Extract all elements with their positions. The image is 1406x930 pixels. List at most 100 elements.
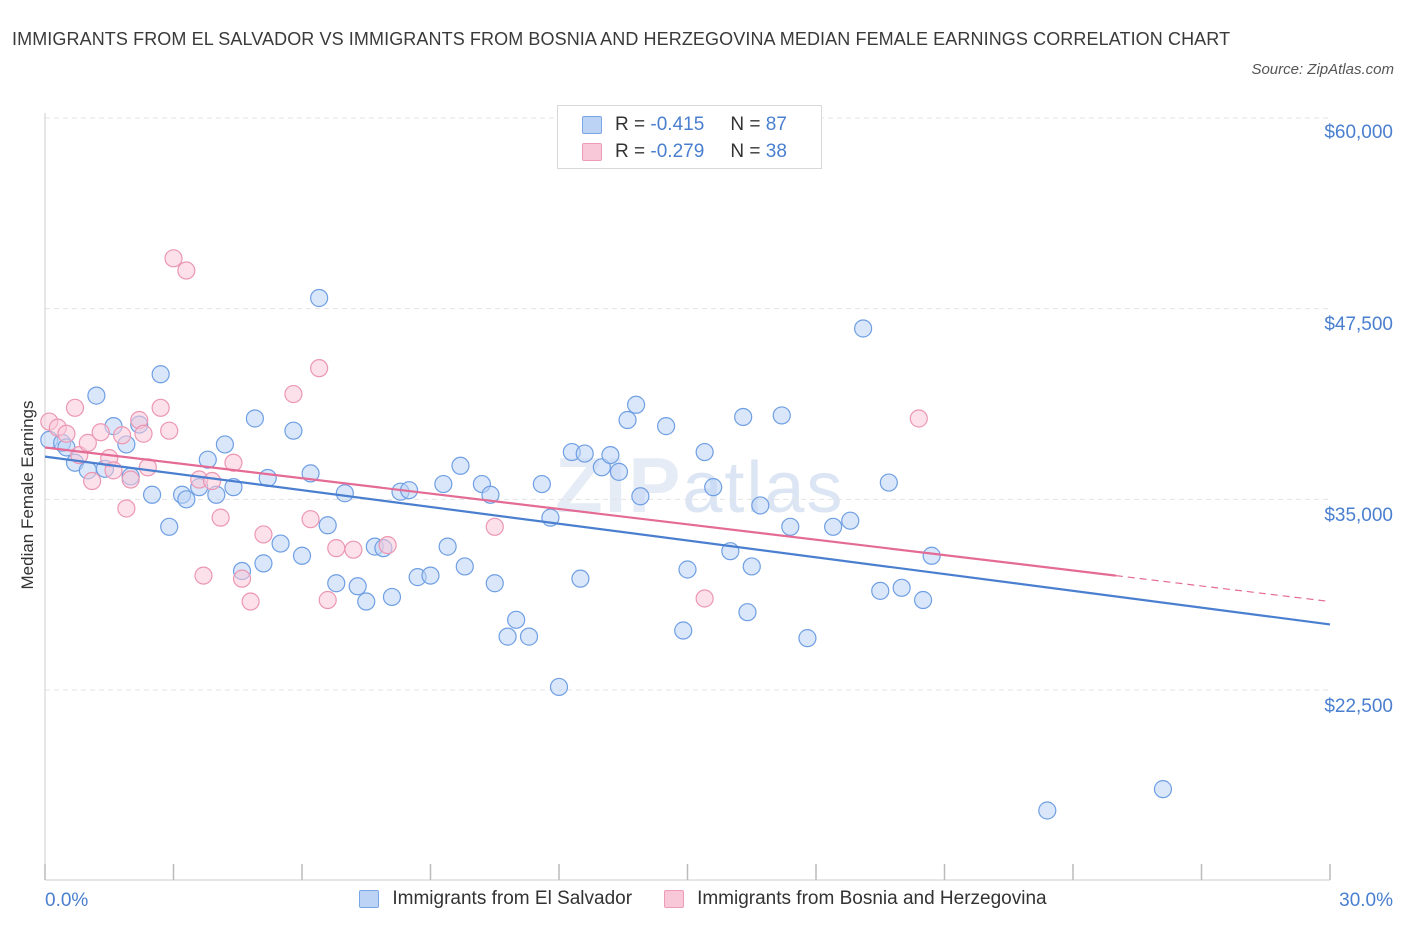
data-point (618, 410, 637, 430)
data-point (1038, 801, 1057, 820)
data-point (245, 409, 264, 428)
data-point (142, 485, 162, 504)
data-point (532, 474, 551, 494)
data-point (481, 485, 500, 504)
data-point (198, 450, 217, 469)
data-point (519, 627, 539, 646)
data-point (87, 386, 106, 405)
data-point (734, 407, 753, 427)
data-point (65, 398, 85, 417)
data-point (164, 249, 183, 268)
r-value: -0.415 (650, 114, 705, 135)
legend-swatch-pink (582, 143, 602, 161)
data-point (575, 444, 594, 463)
data-point (909, 409, 928, 428)
data-point (215, 435, 234, 454)
data-point (824, 517, 843, 536)
data-point (871, 581, 890, 600)
data-point (335, 484, 354, 503)
trend-line (44, 455, 1331, 626)
data-point (438, 537, 457, 556)
data-point (451, 456, 470, 475)
y-tick-label: $47,500 (1324, 314, 1393, 335)
data-point (134, 424, 153, 443)
data-point (498, 627, 517, 646)
n-label: N = (730, 114, 761, 135)
data-point (751, 496, 770, 515)
data-point (678, 560, 697, 579)
data-point (781, 517, 800, 536)
data-point (177, 261, 196, 280)
data-point (892, 578, 911, 597)
data-point (254, 525, 273, 544)
n-value: 38 (765, 141, 787, 162)
y-tick-label: $35,000 (1324, 505, 1393, 526)
data-point (913, 590, 933, 610)
data-point (271, 534, 290, 553)
data-point (117, 499, 136, 518)
data-point (772, 406, 791, 425)
data-point (738, 603, 757, 622)
data-point (202, 471, 222, 491)
data-point (656, 417, 676, 436)
data-point (284, 384, 303, 404)
legend-swatch-blue (582, 116, 602, 134)
legend-item-bosnia[interactable]: Immigrants from Bosnia and Herzegovina (664, 888, 1047, 910)
data-point (241, 592, 260, 611)
data-points (40, 249, 1173, 820)
x-tick-label-max: 30.0% (1339, 890, 1393, 911)
data-point (742, 557, 761, 576)
legend-swatch-pink (664, 890, 685, 908)
n-label: N = (730, 141, 761, 162)
data-point (841, 511, 860, 530)
legend-swatch-blue (359, 890, 380, 908)
data-point (224, 453, 243, 472)
data-point (798, 629, 817, 648)
gridlines (45, 117, 1330, 691)
data-point (378, 535, 397, 555)
data-point (112, 426, 132, 445)
data-point (344, 540, 363, 559)
data-point (318, 516, 337, 535)
legend-label: Immigrants from El Salvador (392, 888, 633, 909)
trend-line (44, 446, 1116, 577)
data-point (601, 445, 620, 465)
chart-title: IMMIGRANTS FROM EL SALVADOR VS IMMIGRANT… (12, 29, 1231, 49)
data-point (310, 288, 329, 308)
legend-label: Immigrants from Bosnia and Herzegovina (697, 888, 1047, 909)
data-point (879, 473, 898, 492)
data-point (151, 398, 170, 417)
data-point (211, 508, 230, 527)
data-point (348, 577, 367, 596)
data-point (922, 546, 941, 565)
data-point (631, 487, 650, 506)
data-point (357, 592, 376, 611)
data-point (121, 470, 140, 489)
y-tick-label: $22,500 (1324, 696, 1393, 717)
n-value: 87 (765, 114, 787, 135)
r-label: R = (615, 141, 646, 162)
legend-row-bosnia: R = -0.279 N = 38 (582, 139, 787, 165)
data-point (485, 517, 504, 536)
data-point (160, 517, 179, 536)
r-label: R = (615, 114, 646, 135)
legend-row-el-salvador: R = -0.415 N = 87 (582, 112, 787, 138)
data-point (83, 471, 102, 491)
data-point (626, 395, 646, 414)
data-point (284, 421, 303, 440)
legend-item-el-salvador[interactable]: Immigrants from El Salvador (359, 888, 632, 910)
data-point (382, 587, 402, 607)
trend-line-extension (1115, 575, 1331, 603)
source-label: Source: ZipAtlas.com (1251, 61, 1394, 78)
data-point (78, 433, 97, 452)
data-point (91, 423, 110, 442)
data-point (485, 574, 504, 593)
data-point (318, 590, 337, 610)
data-point (854, 319, 873, 338)
x-tick-label-min: 0.0% (45, 890, 89, 911)
data-point (434, 474, 453, 494)
data-point (609, 462, 629, 481)
data-point (194, 566, 213, 585)
data-point (455, 557, 474, 576)
